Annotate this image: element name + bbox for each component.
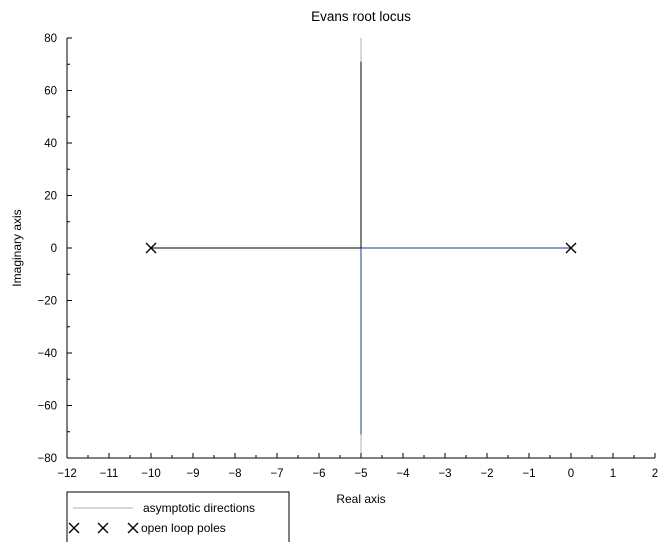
x-tick-label-8: −4 [396, 468, 410, 480]
y-tick-label-4: 0 [51, 243, 57, 255]
x-tick-label-7: −5 [354, 468, 367, 480]
x-tick-label-14: 2 [652, 468, 658, 480]
x-tick-label-0: −12 [57, 468, 77, 480]
y-tick-label-7: 60 [44, 86, 57, 98]
legend-entry-asymptotic-directions: asymptotic directions [143, 501, 255, 515]
x-tick-label-4: −8 [228, 468, 241, 480]
y-tick-label-3: −20 [37, 296, 57, 308]
legend-box [66, 491, 290, 542]
y-tick-label-6: 40 [44, 138, 57, 150]
x-tick-label-6: −6 [312, 468, 325, 480]
x-tick-label-5: −7 [270, 468, 283, 480]
legend: asymptotic directions open loop poles [66, 491, 290, 542]
y-tick-label-5: 20 [44, 191, 57, 203]
x-tick-label-3: −9 [186, 468, 199, 480]
open-loop-pole-marker-0 [145, 242, 157, 254]
legend-pole-marker-0-stroke-b [68, 522, 80, 534]
x-tick-label-12: 0 [568, 468, 574, 480]
open-loop-pole-marker-0-stroke-b [145, 242, 157, 254]
legend-pole-marker-0 [68, 522, 80, 534]
open-loop-pole-marker-1-stroke-b [565, 242, 577, 254]
axes: −12 −11 −10 −9 −8 −7 −6 −5 −4 −3 −2 −1 0 1 2−80−60−40−… [37, 33, 658, 480]
x-tick-label-9: −3 [438, 468, 451, 480]
y-tick-label-2: −40 [37, 348, 57, 360]
x-tick-label-10: −2 [480, 468, 493, 480]
x-tick-label-11: −1 [522, 468, 535, 480]
y-tick-label-1: −60 [37, 401, 57, 413]
y-axis-title: Imaginary axis [10, 209, 24, 286]
x-tick-label-1: −11 [100, 468, 119, 480]
legend-pole-marker-2-stroke-b [127, 522, 139, 534]
x-tick-label-13: 1 [610, 468, 616, 480]
x-axis-title: Real axis [336, 492, 385, 506]
legend-pole-markers [68, 522, 139, 534]
legend-pole-marker-1 [97, 522, 109, 534]
y-tick-label-8: 80 [44, 33, 57, 45]
legend-entry-open-loop-poles: open loop poles [141, 521, 226, 535]
y-tick-label-0: −80 [37, 453, 57, 465]
legend-pole-marker-1-stroke-b [97, 522, 109, 534]
plot-area [145, 38, 577, 458]
x-tick-label-2: −10 [141, 468, 161, 480]
legend-pole-marker-2 [127, 522, 139, 534]
chart-title: Evans root locus [311, 9, 411, 24]
open-loop-pole-marker-1 [565, 242, 577, 254]
